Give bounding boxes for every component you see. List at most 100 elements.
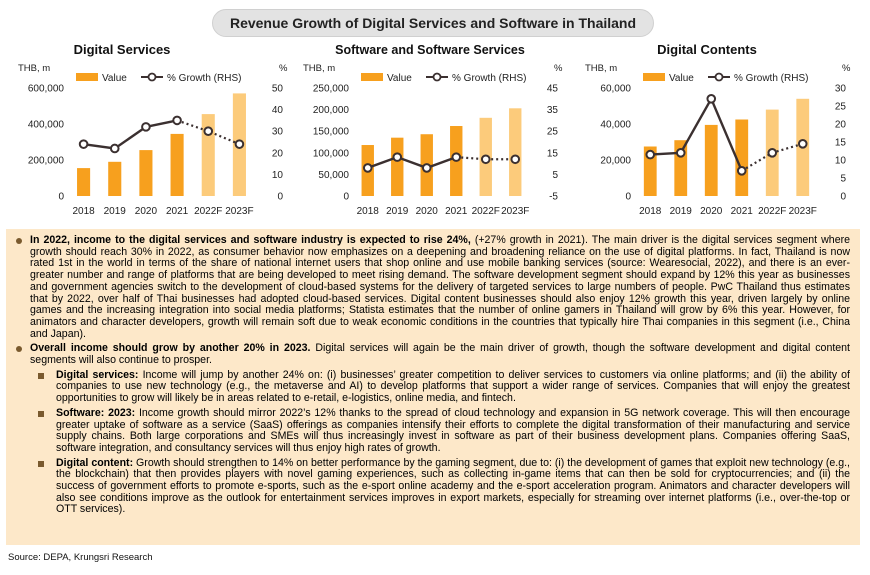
y-tick-label: 0	[625, 192, 631, 203]
y-axis-unit: THB, m	[585, 63, 617, 74]
legend-value-label: Value	[387, 73, 412, 84]
x-tick-label: 2022F	[472, 206, 500, 217]
growth-point-2022F	[767, 148, 778, 158]
y2-axis-unit: %	[842, 63, 851, 74]
y2-tick-label: 10	[835, 156, 847, 167]
growth-point-2023F	[510, 154, 521, 165]
x-tick-label: 2021	[445, 206, 468, 217]
bar-2020	[139, 150, 153, 196]
bullet-2022: In 2022, income to the digital services …	[16, 234, 851, 340]
y2-tick-label: 0	[277, 192, 283, 203]
growth-point-2020	[141, 122, 151, 132]
y-tick-label: 60,000	[600, 84, 631, 95]
growth-point-2020	[706, 94, 717, 104]
y2-tick-label: 25	[835, 102, 847, 113]
bullet-2022-body: (+27% growth in 2021). The main driver i…	[30, 234, 851, 340]
legend-value-label: Value	[669, 73, 694, 84]
y2-axis-unit: %	[279, 63, 288, 74]
sub-digital-services-heading: Digital services:	[56, 368, 139, 381]
growth-point-2018	[645, 149, 656, 160]
y2-tick-label: 35	[547, 105, 559, 116]
growth-point-2021	[451, 152, 462, 162]
legend-growth-label: % Growth (RHS)	[452, 73, 526, 84]
x-tick-label: 2018	[72, 206, 95, 217]
y2-axis-unit: %	[554, 63, 563, 74]
legend-value-swatch	[361, 73, 383, 81]
y-tick-label: 50,000	[318, 170, 349, 181]
y-tick-label: 600,000	[28, 84, 65, 95]
legend-growth-marker	[147, 72, 157, 82]
x-tick-label: 2019	[670, 206, 693, 217]
legend-growth-label: % Growth (RHS)	[167, 73, 241, 84]
y-axis-unit: THB, m	[18, 63, 50, 74]
page-title: Revenue Growth of Digital Services and S…	[212, 9, 654, 37]
bullet-2023: Overall income should grow by another 20…	[16, 342, 851, 367]
x-tick-label: 2023F	[789, 206, 817, 217]
bar-2018	[643, 146, 657, 196]
bar-2019	[391, 137, 404, 196]
bar-2023F	[509, 108, 522, 196]
growth-point-2018	[362, 163, 373, 173]
y-tick-label: 20,000	[600, 156, 631, 167]
bar-2021	[735, 119, 749, 196]
growth-line-actual	[650, 96, 743, 172]
y-tick-label: 200,000	[313, 105, 350, 116]
growth-line-actual	[83, 119, 178, 150]
chart-digital-contents: Digital Contents THB, m% 0 20,000 40,000 60,0…	[582, 40, 865, 230]
x-tick-label: 2018	[639, 206, 662, 217]
y2-tick-label: 50	[272, 84, 284, 95]
y-tick-label: 250,000	[313, 84, 350, 95]
y-tick-label: 400,000	[28, 120, 65, 131]
growth-point-2023F	[234, 139, 245, 149]
chart-svg: Digital Contents THB, m % 0 20,000 40,000 60,0…	[585, 42, 851, 217]
y2-tick-label: 30	[835, 84, 847, 95]
x-tick-label: 2023F	[501, 206, 529, 217]
sub-digital-services-body: Income will jump by another 24% on: (i) …	[56, 368, 850, 405]
y-tick-label: 0	[58, 192, 64, 203]
growth-point-2020	[421, 163, 432, 173]
y2-tick-label: 5	[552, 170, 558, 181]
source-note: Source: DEPA, Krungsri Research	[8, 552, 153, 563]
chart-software-services: Software and Software Services THB, m% 0 50…	[300, 40, 575, 230]
y2-tick-label: 15	[835, 138, 847, 149]
sub-software-body: Income growth should mirror 2022’s 12% t…	[56, 406, 850, 454]
growth-point-2021	[736, 166, 747, 176]
x-tick-label: 2019	[104, 206, 127, 217]
growth-line-actual	[367, 155, 457, 170]
commentary-panel: In 2022, income to the digital services …	[6, 229, 860, 545]
bar-2019	[108, 161, 122, 196]
y-tick-label: 40,000	[600, 120, 631, 131]
growth-point-2019	[109, 143, 120, 154]
y2-tick-label: 45	[547, 84, 559, 95]
y2-tick-label: 20	[835, 120, 847, 131]
y2-tick-label: -5	[549, 192, 558, 203]
growth-point-2023F	[797, 139, 808, 149]
chart-title: Software and Software Services	[335, 43, 525, 57]
legend-growth-marker	[432, 72, 442, 82]
x-tick-label: 2019	[386, 206, 409, 217]
legend-growth-label: % Growth (RHS)	[734, 73, 808, 84]
growth-point-2018	[78, 139, 89, 149]
x-tick-label: 2020	[700, 206, 723, 217]
bullet-2022-heading: In 2022, income to the digital services …	[30, 234, 471, 246]
x-tick-label: 2021	[166, 206, 189, 217]
bar-2018	[77, 168, 91, 196]
y2-tick-label: 0	[840, 192, 846, 203]
sub-digital-content-body: Growth should strengthen to 14% on bette…	[56, 456, 850, 516]
growth-point-2022F	[203, 126, 214, 136]
x-tick-label: 2022F	[194, 206, 222, 217]
y-tick-label: 100,000	[313, 148, 350, 159]
x-tick-label: 2018	[357, 206, 380, 217]
y-tick-label: 150,000	[313, 127, 350, 138]
x-tick-label: 2022F	[758, 206, 786, 217]
x-tick-label: 2021	[731, 206, 754, 217]
legend-value-label: Value	[102, 73, 127, 84]
bar-2022F	[201, 114, 215, 196]
chart-title: Digital Services	[74, 42, 171, 57]
growth-point-2022F	[480, 154, 491, 165]
bullet-2023-body: Digital services will again be the main …	[30, 342, 851, 367]
y2-tick-label: 40	[272, 105, 284, 116]
chart-svg: Digital Services THB, m % 0 200,000 400,000 60…	[18, 42, 288, 217]
y2-tick-label: 15	[547, 148, 559, 159]
bar-2021	[170, 133, 184, 196]
